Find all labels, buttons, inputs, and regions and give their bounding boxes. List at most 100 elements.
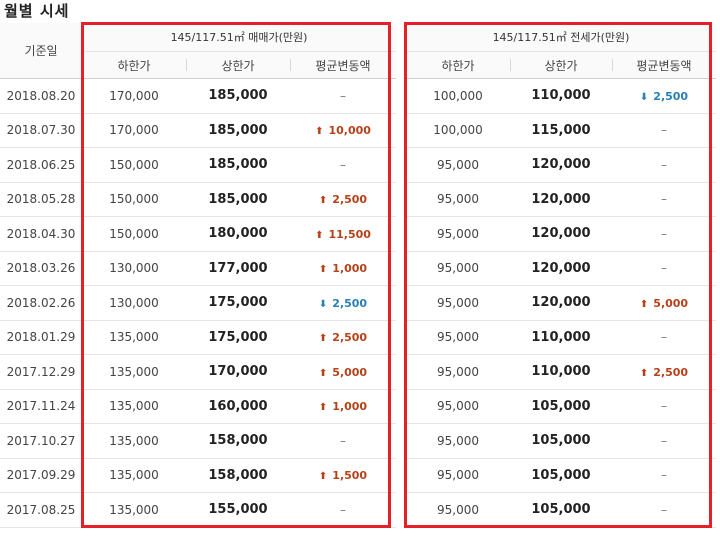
no-change-dash: – xyxy=(661,192,667,207)
sale-change-cell: ⬆ 5,000 xyxy=(290,354,396,390)
no-change-dash: – xyxy=(661,502,667,517)
date-cell: 2018.01.29 xyxy=(0,320,82,355)
no-change-dash: – xyxy=(661,468,667,483)
sale-change-cell: – xyxy=(290,147,396,183)
date-cell: 2018.07.30 xyxy=(0,113,82,148)
sale-low-cell: 135,000 xyxy=(82,458,186,493)
sale-change-cell: ⬆ 10,000 xyxy=(290,113,396,148)
no-change-dash: – xyxy=(340,157,346,172)
sale-high-cell: 158,000 xyxy=(186,423,290,459)
jeonse-low-cell: 95,000 xyxy=(406,147,510,183)
table-row: 2018.08.20 170,000 185,000–100,000 110,000 ⬇… xyxy=(0,78,716,114)
arrow-up-icon: ⬆ xyxy=(639,298,649,310)
sale-change-cell: ⬆ 11,500 xyxy=(290,216,396,252)
sale-high-cell: 185,000 xyxy=(186,78,290,114)
jeonse-high-cell: 120,000 xyxy=(510,182,612,217)
change-value: 5,000 xyxy=(332,365,368,379)
sale-high-cell: 175,000 xyxy=(186,285,290,321)
jeonse-low-cell: 95,000 xyxy=(406,320,510,355)
sale-change-cell: ⬆ 1,000 xyxy=(290,389,396,424)
jeonse-change-cell: – xyxy=(612,216,716,252)
table-row: 2018.02.26 130,000 175,000 ⬇ 2,500 95,000 120,… xyxy=(0,285,716,321)
no-change-dash: – xyxy=(340,502,346,517)
jeonse-high-cell: 120,000 xyxy=(510,285,612,321)
jeonse-change-cell: – xyxy=(612,423,716,459)
page-title: 월별 시세 xyxy=(4,2,70,20)
monthly-price-table: 기준일 145/117.51㎡ 매매가(만원) 145/117.51㎡ 전세가(… xyxy=(0,23,716,528)
table-row: 2018.05.28 150,000 185,000 ⬆ 2,500 95,000 120,… xyxy=(0,182,716,217)
jeonse-low-cell: 95,000 xyxy=(406,251,510,286)
arrow-up-icon: ⬆ xyxy=(318,264,328,276)
change-value: 10,000 xyxy=(328,124,371,138)
jeonse-low-cell: 95,000 xyxy=(406,354,510,390)
jeonse-low-cell: 100,000 xyxy=(406,78,510,114)
sale-change-cell: ⬆ 1,500 xyxy=(290,458,396,493)
jeonse-high-cell: 120,000 xyxy=(510,251,612,286)
jeonse-high-cell: 120,000 xyxy=(510,216,612,252)
date-column-header: 기준일 xyxy=(0,23,82,79)
sale-change-cell: ⬇ 2,500 xyxy=(290,285,396,321)
jeonse-low-cell: 95,000 xyxy=(406,492,510,528)
date-cell: 2017.11.24 xyxy=(0,389,82,424)
sale-change-cell: ⬆ 2,500 xyxy=(290,182,396,217)
table-row: 2018.04.30 150,000 180,000 ⬆ 11,500 95,000 120… xyxy=(0,216,716,252)
date-cell: 2018.02.26 xyxy=(0,285,82,321)
change-value: 1,000 xyxy=(332,400,368,414)
sale-change-cell: ⬆ 2,500 xyxy=(290,320,396,355)
sale-low-cell: 130,000 xyxy=(82,285,186,321)
table-row: 2018.06.25 150,000 185,000 – 95,000 120,000 – xyxy=(0,147,716,183)
jeonse-change-cell: – xyxy=(612,113,716,148)
table-row: 2017.11.24 135,000 160,000 ⬆ 1,000 95,000 105,… xyxy=(0,389,716,424)
sale-low-cell: 135,000 xyxy=(82,423,186,459)
date-cell: 2018.05.28 xyxy=(0,182,82,217)
sale-low-cell: 150,000 xyxy=(82,147,186,183)
no-change-dash: – xyxy=(661,433,667,448)
arrow-up-icon: ⬆ xyxy=(318,195,328,207)
jeonse-high-cell: 120,000 xyxy=(510,147,612,183)
jeonse-change-cell: – xyxy=(612,492,716,528)
date-cell: 2018.03.26 xyxy=(0,251,82,286)
arrow-up-icon: ⬆ xyxy=(318,402,328,414)
date-cell: 2018.04.30 xyxy=(0,216,82,252)
jeonse-low-header: 하한가 xyxy=(406,51,510,79)
change-value: 2,500 xyxy=(653,89,689,103)
table-row: 2017.12.29 135,000 170,000 ⬆ 5,000 95,000 110,… xyxy=(0,354,716,390)
table-row: 2017.10.27 135,000 158,000 – 95,000 105,000 – xyxy=(0,423,716,459)
arrow-up-icon: ⬆ xyxy=(315,126,324,138)
jeonse-low-cell: 95,000 xyxy=(406,182,510,217)
date-cell: 2017.12.29 xyxy=(0,354,82,390)
jeonse-low-cell: 95,000 xyxy=(406,216,510,252)
jeonse-change-cell: ⬆ 5,000 xyxy=(612,285,716,321)
date-cell: 2017.10.27 xyxy=(0,423,82,459)
sale-high-cell: 185,000 xyxy=(186,113,290,148)
sale-high-cell: 160,000 xyxy=(186,389,290,424)
sale-low-cell: 150,000 xyxy=(82,182,186,217)
jeonse-change-header: 평균변동액 xyxy=(612,51,716,79)
jeonse-high-header: 상한가 xyxy=(510,51,612,79)
sale-price-group-header: 145/117.51㎡ 매매가(만원) xyxy=(82,23,396,52)
no-change-dash: – xyxy=(661,226,667,241)
jeonse-high-cell: 105,000 xyxy=(510,458,612,493)
jeonse-high-cell: 105,000 xyxy=(510,492,612,528)
date-cell: 2018.08.20 xyxy=(0,78,82,114)
date-cell: 2017.08.25 xyxy=(0,492,82,528)
no-change-dash: – xyxy=(661,399,667,414)
table-row: 2018.07.30 170,000 185,000 ⬆ 10,000 100,000 11… xyxy=(0,113,716,148)
arrow-up-icon: ⬆ xyxy=(639,367,649,379)
sale-high-cell: 175,000 xyxy=(186,320,290,355)
change-value: 2,500 xyxy=(332,193,368,207)
jeonse-low-cell: 100,000 xyxy=(406,113,510,148)
arrow-up-icon: ⬆ xyxy=(315,229,324,241)
no-change-dash: – xyxy=(661,330,667,345)
date-cell: 2017.09.29 xyxy=(0,458,82,493)
arrow-down-icon: ⬇ xyxy=(639,91,649,103)
sale-change-cell: ⬆ 1,000 xyxy=(290,251,396,286)
jeonse-change-cell: – xyxy=(612,320,716,355)
change-value: 2,500 xyxy=(332,296,368,310)
jeonse-change-cell: – xyxy=(612,251,716,286)
change-value: 2,500 xyxy=(653,365,689,379)
change-value: 11,500 xyxy=(328,227,371,241)
sale-low-cell: 135,000 xyxy=(82,492,186,528)
date-cell: 2018.06.25 xyxy=(0,147,82,183)
sale-high-cell: 155,000 xyxy=(186,492,290,528)
